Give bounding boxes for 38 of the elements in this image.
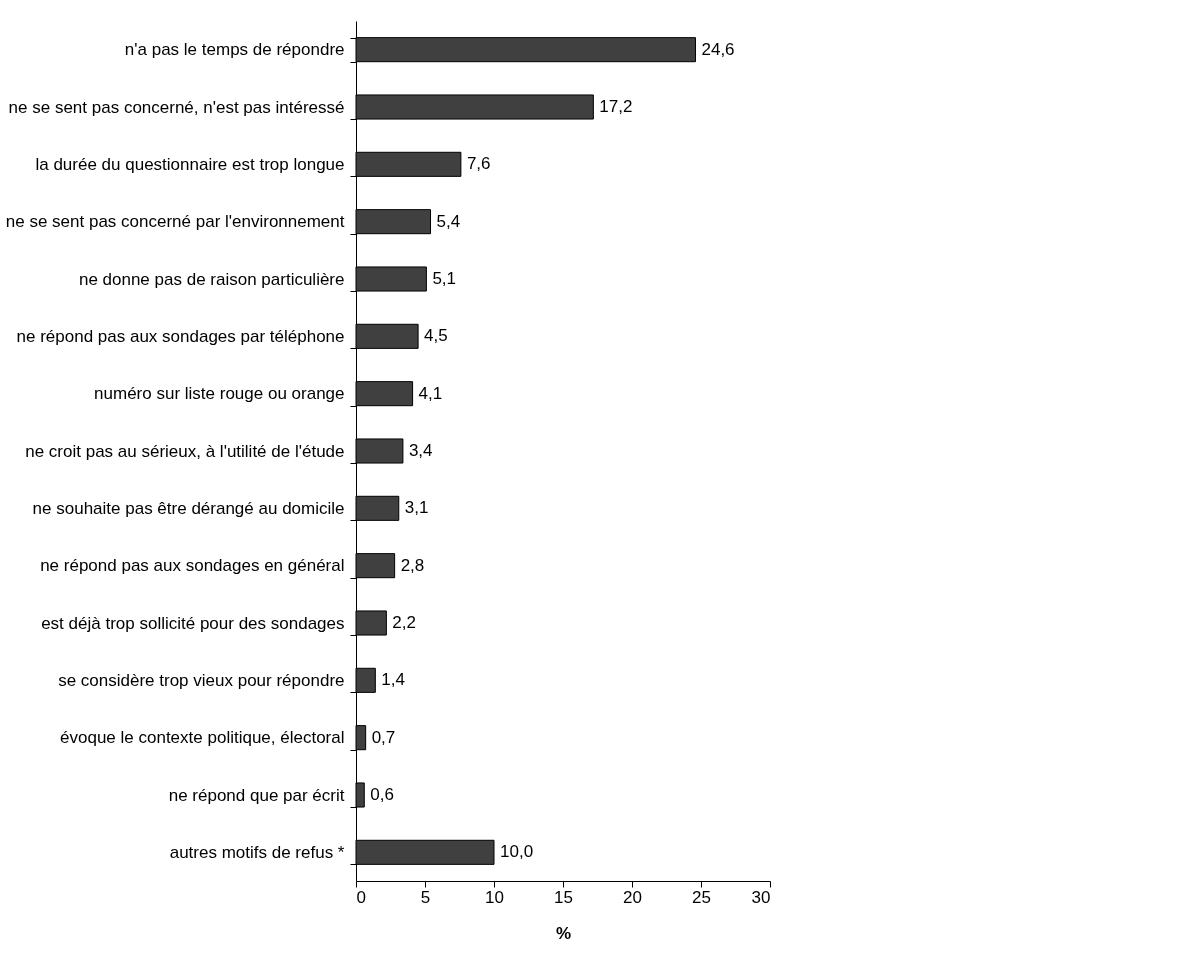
x-tick-label: 15 — [554, 887, 573, 907]
data-label: 2,2 — [392, 613, 416, 632]
y-tick-label: ne souhaite pas être dérangé au domicile — [32, 498, 345, 518]
y-tick-label: n'a pas le temps de répondre — [124, 40, 345, 60]
data-label: 1,4 — [381, 670, 405, 690]
y-tick-label: ne répond que par écrit — [168, 785, 345, 805]
y-tick-label: se considère trop vieux pour répondre — [58, 670, 345, 690]
y-tick-label: ne répond pas aux sondages en général — [40, 556, 345, 576]
x-tick-label: 30 — [751, 887, 771, 907]
data-label: 7,6 — [466, 154, 491, 174]
x-tick-label: 10 — [485, 887, 504, 907]
x-tick-label: 25 — [692, 887, 711, 907]
data-label: 10,0 — [500, 842, 534, 862]
y-tick-label: ne se sent pas concerné, n'est pas intéressé — [8, 97, 345, 117]
data-label: 2,8 — [400, 555, 425, 575]
y-tick-label: évoque le contexte politique, électoral — [60, 728, 345, 748]
data-label: 5,4 — [436, 211, 461, 231]
data-label: 17,2 — [599, 97, 633, 116]
y-tick-label: ne répond pas aux sondages par téléphone — [16, 326, 345, 346]
y-tick-label: ne croit pas au sérieux, à l'utilité de l'étude — [25, 441, 345, 461]
data-label: 0,6 — [370, 785, 394, 804]
data-label: 4,5 — [424, 326, 448, 346]
y-tick-label: la durée du questionnaire est trop longue — [35, 154, 345, 174]
data-label: 24,6 — [701, 39, 735, 59]
y-tick-label: ne se sent pas concerné par l'environnement — [5, 212, 345, 232]
data-label: 3,1 — [404, 498, 429, 518]
x-axis-title: % — [555, 923, 572, 943]
y-tick-label: est déjà trop sollicité pour des sondages — [41, 613, 345, 633]
x-tick-label: 5 — [420, 887, 431, 907]
data-label: 5,1 — [432, 269, 457, 288]
data-label: 3,4 — [408, 441, 433, 460]
data-label: 0,7 — [371, 727, 396, 747]
y-tick-label: numéro sur liste rouge ou orange — [94, 384, 345, 404]
y-tick-label: autres motifs de refus * — [169, 842, 345, 862]
y-tick-label: ne donne pas de raison particulière — [78, 269, 345, 289]
x-tick-label: 20 — [623, 887, 642, 907]
data-label: 4,1 — [418, 383, 443, 403]
x-tick-label: 0 — [356, 887, 366, 907]
